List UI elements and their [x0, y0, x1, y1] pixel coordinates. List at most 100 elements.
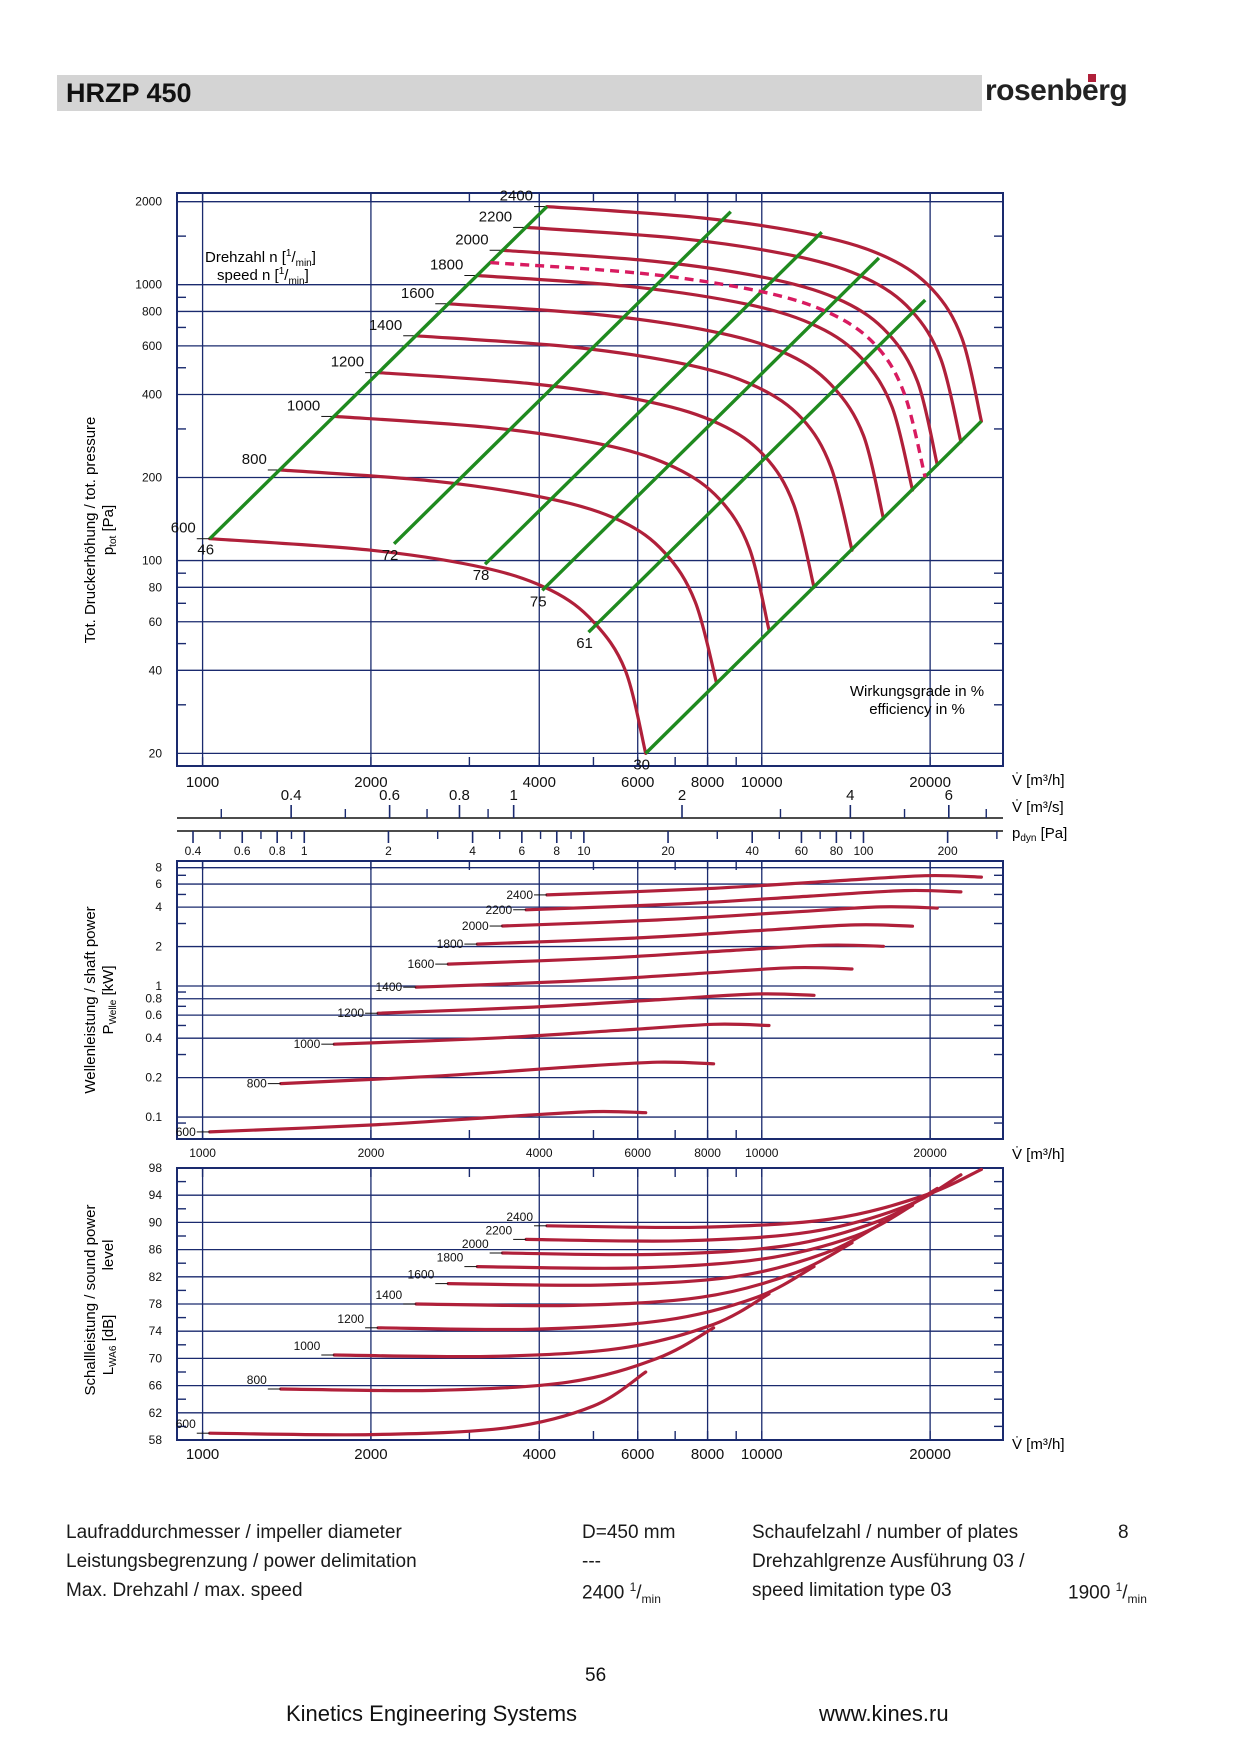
- x-tick-label: 20000: [909, 774, 951, 791]
- y3-axis-label-symbol: LWA6 [dB]: [100, 1315, 119, 1376]
- curve-1000: [332, 1292, 771, 1359]
- shaft-power-chart: 1000 2000 4000 6000 8000 10000 20000 0.1 0.2 0.4 0…: [145, 860, 1004, 1160]
- curve-600: [208, 537, 648, 755]
- pdyn-tick-label: 60: [795, 844, 809, 858]
- spec-power-label: Leistungsbegrenzung / power delimitation: [66, 1551, 417, 1572]
- y-tick-label: 2000: [135, 195, 162, 209]
- y-tick-label: 82: [149, 1270, 163, 1284]
- curve-800: [279, 1326, 716, 1393]
- curve-1600: [446, 302, 885, 521]
- curve-600: [208, 1370, 648, 1437]
- x-tick-label: 1000: [186, 1446, 219, 1463]
- x-tick-label: 10000: [741, 1446, 783, 1463]
- y-tick-label: 80: [149, 580, 163, 594]
- x-tick-label: 1000: [189, 1146, 216, 1160]
- curve-label-2400: 2400: [506, 888, 533, 902]
- curve-2200: [524, 225, 963, 444]
- x-axis-unit-m3h: V̇ [m³/h]: [1012, 772, 1065, 789]
- curve-600: [208, 1109, 648, 1134]
- curve-label-1200: 1200: [337, 1312, 364, 1326]
- curve-1400: [414, 334, 854, 552]
- ms-tick-label: 0.8: [449, 787, 470, 804]
- pressure-chart: 1000 2000 4000 6000 8000 10000 20000 20 40 60 80 10…: [135, 188, 1004, 791]
- x-tick-label: 2000: [358, 1146, 385, 1160]
- y-tick-label: 200: [142, 471, 162, 485]
- y-tick-label: 2: [155, 940, 162, 954]
- efficiency-label-75: 75: [530, 593, 547, 610]
- curve-1800: [475, 273, 915, 492]
- efficiency-label-30: 30: [633, 756, 650, 773]
- logo-dot: [1088, 74, 1096, 82]
- curve-1200: [376, 1265, 816, 1332]
- curve-800: [279, 1060, 716, 1086]
- pdyn-tick-label: 20: [661, 844, 675, 858]
- spec-speedlimit-label-1: Drehzahlgrenze Ausführung 03 /: [752, 1551, 1025, 1572]
- efficiency-line-61: [587, 298, 927, 634]
- x-tick-label: 20000: [913, 1146, 947, 1160]
- x-tick-label: 8000: [694, 1146, 721, 1160]
- ms-tick-label: 6: [945, 787, 953, 804]
- curve-label-1000: 1000: [294, 1339, 321, 1353]
- y-tick-label: 0.2: [145, 1071, 162, 1085]
- y2-axis-label: Wellenleistung / shaft power: [82, 906, 99, 1093]
- spec-blades-label: Schaufelzahl / number of plates: [752, 1522, 1019, 1543]
- curve-1200: [376, 371, 816, 589]
- y-tick-label: 6: [155, 877, 162, 891]
- y-tick-label: 70: [149, 1351, 163, 1365]
- pdyn-tick-label: 0.6: [234, 844, 251, 858]
- y-tick-label: 4: [155, 900, 162, 914]
- y-tick-label: 100: [142, 554, 162, 568]
- logo-text: rosenberg: [985, 74, 1128, 107]
- pdyn-tick-label: 8: [553, 844, 560, 858]
- spec-impeller-value: D=450 mm: [582, 1522, 676, 1543]
- brand-logo: rosenberg: [985, 72, 1140, 112]
- footer-website: www.kines.ru: [819, 1701, 949, 1726]
- y1-axis-label-symbol: ptot [Pa]: [100, 505, 119, 555]
- curve-2400: [545, 1167, 983, 1230]
- curve-2200: [524, 888, 963, 912]
- curve-label-2400: 2400: [500, 188, 533, 205]
- curve-1800: [475, 923, 915, 946]
- curve-label-800: 800: [242, 451, 267, 468]
- ms-tick-label: 0.4: [281, 787, 302, 804]
- x-tick-label: 6000: [621, 774, 654, 791]
- curve-label-1000: 1000: [287, 397, 320, 414]
- efficiency-legend-line1: Wirkungsgrade in %: [850, 683, 984, 700]
- curve-label-1600: 1600: [401, 285, 434, 302]
- y-tick-label: 400: [142, 387, 162, 401]
- title-bar: HRZP 450: [57, 75, 982, 111]
- spec-maxspeed-label: Max. Drehzahl / max. speed: [66, 1580, 303, 1601]
- pdyn-tick-label: 40: [746, 844, 760, 858]
- secondary-axes: 0.4 0.6 0.8 1 2 4 6 0.4 0.6 0.8 1 2 4 6 8 10 20 40 60 80 100…: [177, 787, 1003, 858]
- curve-label-600: 600: [176, 1125, 196, 1139]
- curve-label-2200: 2200: [485, 903, 512, 917]
- pdyn-tick-label: 1: [301, 844, 308, 858]
- y-tick-label: 600: [142, 339, 162, 353]
- y3-axis-label: Schallleistung / sound power: [82, 1205, 99, 1396]
- curve-label-600: 600: [176, 1417, 196, 1431]
- y-tick-label: 60: [149, 615, 163, 629]
- x-tick-label: 1000: [186, 774, 219, 791]
- x-axis-unit-m3h-3: V̇ [m³/h]: [1012, 1436, 1065, 1453]
- curve-label-800: 800: [247, 1373, 267, 1387]
- y-tick-label: 20: [149, 746, 163, 760]
- y-tick-label: 98: [149, 1161, 163, 1175]
- x-tick-label: 4000: [526, 1146, 553, 1160]
- curve-label-1400: 1400: [376, 1288, 403, 1302]
- y-tick-label: 1: [155, 979, 162, 993]
- speed-legend-line2: speed n [1/min]: [217, 266, 309, 287]
- pdyn-tick-label: 0.4: [185, 844, 202, 858]
- y1-axis-label: Tot. Druckerhöhung / tot. pressure: [82, 417, 99, 644]
- curve-2400: [545, 205, 983, 423]
- curve-label-2200: 2200: [485, 1223, 512, 1237]
- x-tick-label: 8000: [691, 774, 724, 791]
- page-number: 56: [585, 1665, 607, 1686]
- efficiency-legend-line2: efficiency in %: [869, 701, 965, 718]
- spec-blades-value: 8: [1118, 1522, 1129, 1543]
- y-tick-label: 8: [155, 861, 162, 875]
- y-tick-label: 0.4: [145, 1031, 162, 1045]
- x-tick-label: 8000: [691, 1446, 724, 1463]
- x-axis-unit-pdyn: pdyn [Pa]: [1012, 825, 1067, 844]
- pdyn-tick-label: 200: [938, 844, 958, 858]
